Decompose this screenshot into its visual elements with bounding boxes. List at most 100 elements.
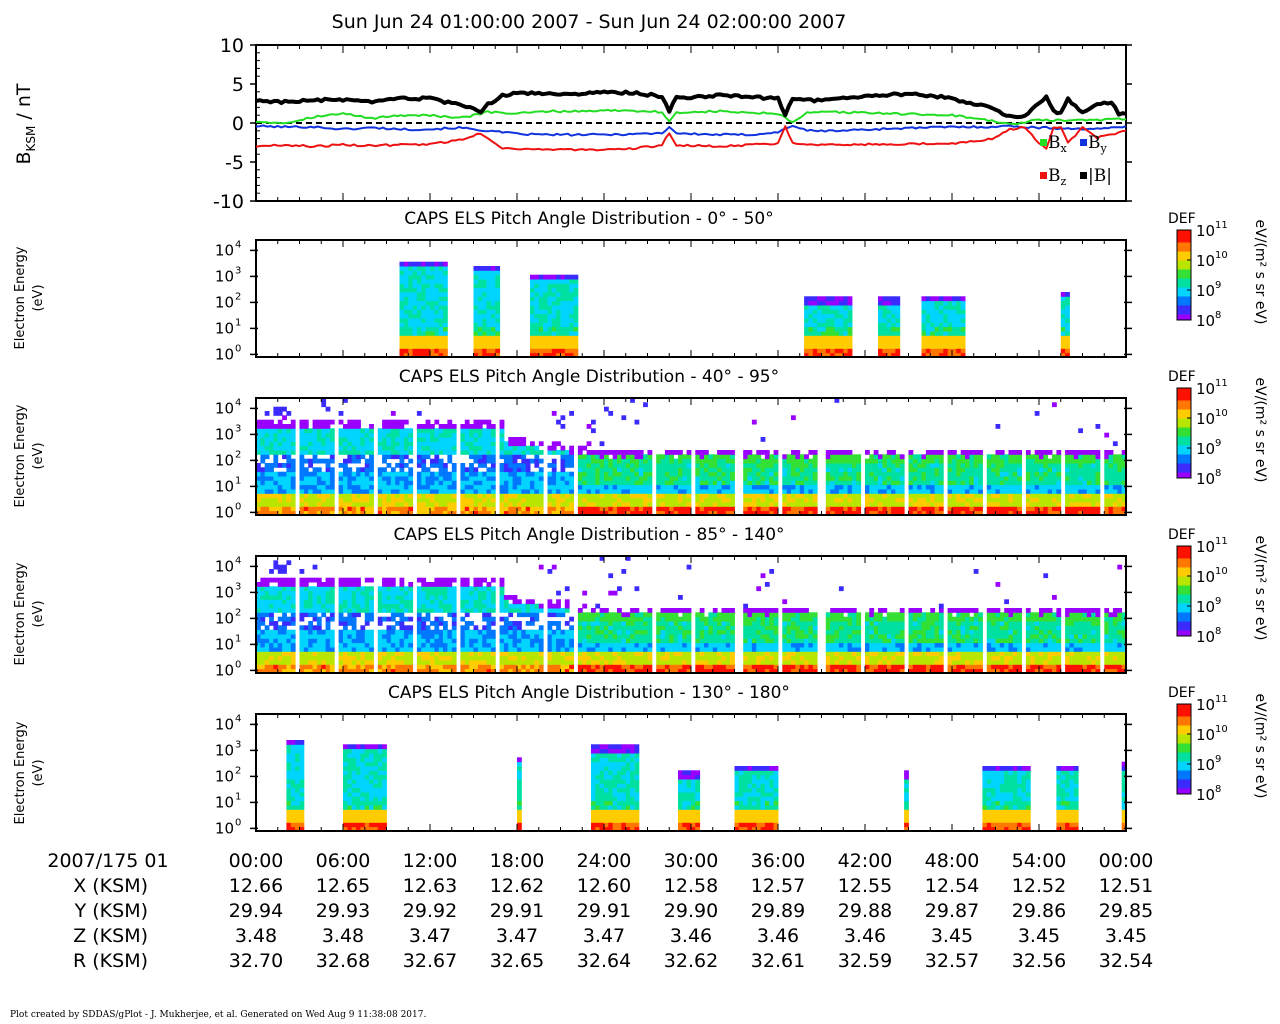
spectrogram-cell [791,480,796,486]
spectrogram-cell [486,484,492,490]
spectrogram-cell [1065,322,1070,328]
spectrogram-cell [873,467,879,473]
spectrogram-cell [1017,497,1022,503]
spectrogram-cell [390,651,396,657]
spectrogram-cell [286,424,292,429]
spectrogram-cell [551,287,557,293]
spectrogram-cell [534,352,540,358]
spectrogram-cell [473,313,479,319]
spectrogram-cell [812,348,818,354]
spectrogram-cell [1086,489,1092,494]
spectrogram-cell [273,502,279,507]
spectrogram-cell [682,480,688,486]
spectrogram-cell [403,506,409,512]
spectrogram-cell [577,450,583,455]
spectrogram-cell [952,471,957,477]
spectrogram-cell [517,484,522,490]
spectrogram-cell [273,595,279,600]
spectrogram-cell [825,331,831,336]
spectrogram-cell [360,629,366,635]
spectrogram-cell [525,467,531,473]
spectrogram-cell [799,506,805,512]
spectrogram-cell [377,642,383,648]
spectrogram-cell [925,326,931,332]
spectrogram-cell [930,296,936,302]
spectrogram-cell [560,322,566,328]
spectrogram-cell [1086,502,1092,507]
spectrogram-cell [878,497,883,503]
spectrogram-cell [617,471,622,477]
spectrogram-cell [569,506,574,512]
spectrogram-cell [412,344,418,349]
spectrogram-cell [386,445,392,451]
spectrogram-cell [299,647,305,652]
spectrogram-cell [782,497,788,503]
spectrogram-cell [290,424,296,429]
spectrogram-cell [377,599,383,605]
spectrogram-cell [747,502,753,507]
spectrogram-cell [512,480,518,486]
spectrogram-cell [286,599,292,605]
spectrogram-cell [599,458,605,464]
spectrogram-cell [995,497,1001,503]
spectrogram-cell [425,309,431,315]
colorbar-segment [1177,251,1191,255]
spectrogram-cell [830,467,835,473]
spectrogram-cell [564,305,570,310]
spectrogram-cell [416,300,422,306]
spectrogram-cell [1073,454,1079,460]
spectrogram-cell [695,493,701,499]
spectrogram-cell [617,484,622,490]
spectrogram-cell [416,348,422,354]
spectrogram-cell [412,313,418,319]
spectrogram-cell [325,510,331,516]
spectrogram-cell [1012,489,1018,494]
spectrogram-cell [264,506,270,512]
spectrogram-cell [938,344,944,349]
spectrogram-cell [760,506,766,512]
spectrogram-cell [421,463,427,468]
spectrogram-cell [477,506,483,512]
spectrogram-cell [325,582,331,587]
spectrogram-cell [451,437,457,442]
spectrogram-cell [390,467,396,473]
spectrogram-cell [952,309,957,315]
spectrogram-cell [743,454,748,460]
spectrogram-cell [256,510,261,516]
spectrogram-cell [273,608,279,613]
spectrogram-cell [530,471,535,477]
spectrogram-cell [956,467,962,473]
spectrogram-cell [591,484,596,490]
spectrogram-cell [351,668,357,674]
spectrogram-cell [838,326,844,332]
spectrogram-cell [360,454,366,460]
spectrogram-cell [560,348,566,354]
spectrogram-cell [551,445,557,451]
spectrogram-cell [699,484,705,490]
spectrogram-cell [625,476,631,481]
spectrogram-cell [873,480,879,486]
spectrogram-cell [1008,493,1014,499]
spectrogram-cell [786,463,792,468]
spectrogram-cell [934,471,940,477]
spectrogram-cell [364,506,370,512]
spectrogram-cell [416,344,422,349]
spectrogram-cell [634,493,640,499]
spectrogram-cell [377,506,383,512]
spectrogram-cell [912,463,918,468]
spectrogram-cell [617,502,622,507]
spectrogram-cell [560,484,566,490]
spectrogram-cell [878,454,883,460]
spectrogram-cell [921,344,927,349]
spectrogram-cell [825,322,831,328]
spectrogram-cell [408,441,414,447]
spectrogram-cell [1065,467,1070,473]
spectrogram-cell [1086,454,1092,460]
spectrogram-cell [525,497,531,503]
spectrogram-cell [316,603,322,609]
spectrogram-cell [730,467,735,473]
spectrogram-cell [360,642,366,648]
spectrogram-cell [612,450,618,455]
spectrogram-cell [1095,471,1101,477]
spectrogram-cell [1034,480,1040,486]
